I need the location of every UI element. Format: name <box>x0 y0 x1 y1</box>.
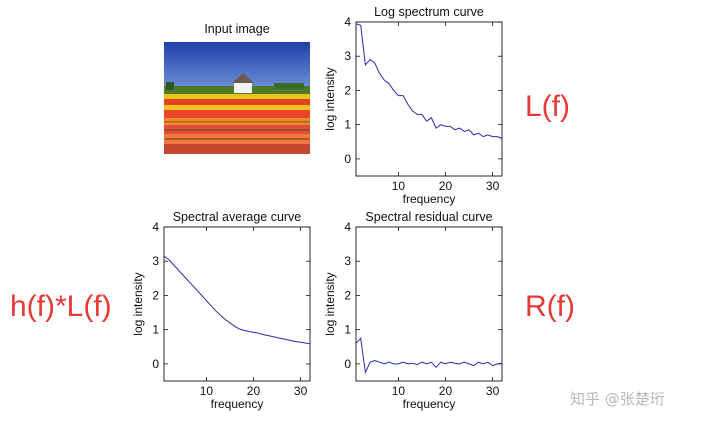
tulip-field-photo <box>164 42 310 154</box>
y-tick-label: 1 <box>152 323 159 337</box>
series-line <box>163 255 311 345</box>
x-tick-label: 10 <box>200 384 214 398</box>
y-tick-label: 4 <box>344 220 351 234</box>
y-tick-label: 1 <box>344 118 351 132</box>
x-tick-label: 10 <box>392 384 406 398</box>
plot-frame <box>355 21 503 177</box>
y-axis-label: log intensity <box>323 67 337 130</box>
x-tick-label: 10 <box>392 179 406 193</box>
chart-title: Spectral residual curve <box>365 210 492 224</box>
y-tick-label: 3 <box>152 254 159 268</box>
y-tick-label: 4 <box>152 220 159 234</box>
watermark: 知乎 @张楚珩 <box>570 390 665 408</box>
y-tick-label: 2 <box>344 83 351 97</box>
y-tick-label: 4 <box>344 15 351 29</box>
label-r-of-f: R(f) <box>525 290 575 323</box>
series-line <box>355 337 503 375</box>
y-axis-label: log intensity <box>131 272 145 335</box>
chart-title: Spectral average curve <box>173 210 302 224</box>
x-tick-label: 30 <box>486 384 500 398</box>
y-tick-label: 0 <box>152 357 159 371</box>
label-h-star-l: h(f)*L(f) <box>10 290 112 323</box>
y-tick-label: 0 <box>344 357 351 371</box>
y-tick-label: 2 <box>152 288 159 302</box>
y-tick-label: 3 <box>344 254 351 268</box>
x-tick-label: 20 <box>247 384 261 398</box>
x-axis-label: frequency <box>403 192 456 206</box>
y-tick-label: 2 <box>344 288 351 302</box>
plot-frame <box>355 226 503 382</box>
x-tick-label: 30 <box>294 384 308 398</box>
x-tick-label: 20 <box>439 384 453 398</box>
x-tick-label: 30 <box>486 179 500 193</box>
input-image-title: Input image <box>204 22 270 36</box>
x-axis-label: frequency <box>211 397 264 411</box>
y-tick-label: 0 <box>344 152 351 166</box>
x-axis-label: frequency <box>403 397 456 411</box>
x-tick-label: 20 <box>439 179 453 193</box>
log-spectrum-chart: Log spectrum curve 0 1 2 3 4 10 20 30 frequency lo… <box>323 5 503 206</box>
series-line <box>355 23 503 139</box>
y-tick-label: 3 <box>344 49 351 63</box>
y-axis-label: log intensity <box>323 272 337 335</box>
label-l-of-f: L(f) <box>525 90 570 123</box>
spectral-average-chart: Spectral average curve 0 1 2 3 4 10 20 30 frequen… <box>131 210 311 411</box>
y-tick-label: 1 <box>344 323 351 337</box>
plot-frame <box>163 226 311 382</box>
spectral-residual-chart: Spectral residual curve 0 1 2 3 4 10 20 30 freque… <box>323 210 503 411</box>
chart-title: Log spectrum curve <box>374 5 484 19</box>
input-image <box>164 42 310 154</box>
